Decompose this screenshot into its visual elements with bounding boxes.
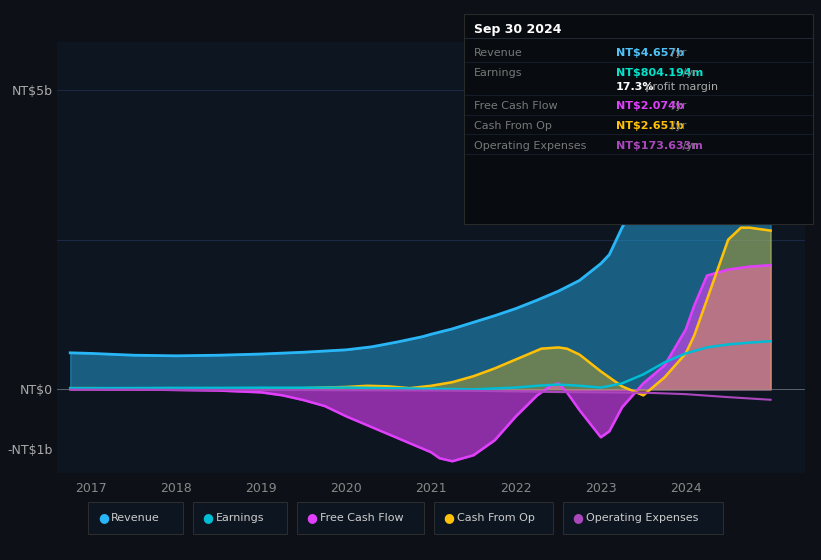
Text: ●: ● [307,511,318,525]
Text: /yr: /yr [668,121,686,131]
Text: ●: ● [99,511,109,525]
Text: 17.3%: 17.3% [616,82,654,92]
Text: NT$173.633m: NT$173.633m [616,141,703,151]
Text: NT$2.074b: NT$2.074b [616,101,684,111]
Text: /yr: /yr [668,48,686,58]
Text: Operating Expenses: Operating Expenses [474,141,586,151]
Text: NT$4.657b: NT$4.657b [616,48,684,58]
Text: ●: ● [203,511,213,525]
Text: NT$2.651b: NT$2.651b [616,121,684,131]
Text: /yr: /yr [679,68,697,78]
Text: Operating Expenses: Operating Expenses [586,513,698,523]
Text: profit margin: profit margin [643,82,718,92]
Text: /yr: /yr [668,101,686,111]
Text: Cash From Op: Cash From Op [457,513,534,523]
Text: Earnings: Earnings [474,68,522,78]
Text: ●: ● [573,511,584,525]
Text: Free Cash Flow: Free Cash Flow [474,101,557,111]
Text: Revenue: Revenue [112,513,160,523]
Text: Sep 30 2024: Sep 30 2024 [474,23,562,36]
Text: Earnings: Earnings [216,513,264,523]
Text: /yr: /yr [679,141,697,151]
Text: ●: ● [443,511,455,525]
Text: NT$804.194m: NT$804.194m [616,68,703,78]
Text: Free Cash Flow: Free Cash Flow [320,513,403,523]
Text: Revenue: Revenue [474,48,522,58]
Text: Cash From Op: Cash From Op [474,121,552,131]
